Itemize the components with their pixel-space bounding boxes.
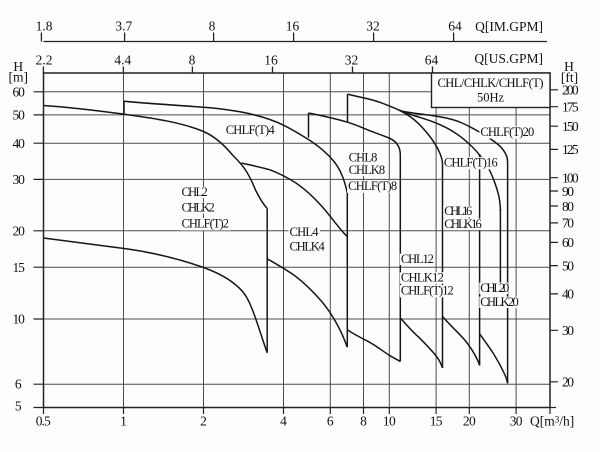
svg-text:80: 80: [562, 199, 574, 214]
svg-text:4.4: 4.4: [114, 52, 131, 67]
svg-text:64: 64: [448, 19, 462, 34]
svg-text:0.5: 0.5: [36, 414, 51, 429]
svg-text:15: 15: [430, 414, 443, 429]
svg-text:20: 20: [562, 375, 574, 390]
svg-text:CHLF(T)8: CHLF(T)8: [348, 179, 397, 193]
svg-text:6: 6: [15, 376, 22, 391]
svg-text:3.7: 3.7: [115, 19, 132, 34]
svg-text:64: 64: [425, 52, 439, 67]
svg-text:30: 30: [562, 323, 574, 338]
svg-text:4: 4: [280, 414, 287, 429]
svg-text:20: 20: [463, 414, 476, 429]
svg-text:CHLF(T)12: CHLF(T)12: [401, 284, 454, 298]
svg-text:70: 70: [562, 216, 574, 231]
svg-text:CHLK20: CHLK20: [480, 295, 519, 309]
svg-text:10: 10: [383, 414, 396, 429]
svg-text:CHL/CHLK/CHLF(T): CHL/CHLK/CHLF(T): [438, 76, 544, 90]
svg-text:60: 60: [562, 235, 574, 250]
svg-text:Q[m3/h]: Q[m3/h]: [530, 414, 574, 429]
svg-text:40: 40: [13, 136, 26, 151]
svg-text:Q[US.GPM]: Q[US.GPM]: [474, 51, 543, 66]
svg-text:50Hz: 50Hz: [477, 91, 505, 105]
svg-text:CHLF(T)16: CHLF(T)16: [444, 156, 498, 170]
svg-text:CHLK16: CHLK16: [444, 217, 482, 231]
svg-text:20: 20: [13, 223, 26, 238]
svg-text:125: 125: [562, 142, 579, 157]
svg-text:8: 8: [189, 52, 196, 67]
svg-text:CHL20: CHL20: [480, 281, 509, 295]
svg-text:100: 100: [562, 171, 579, 186]
svg-text:32: 32: [345, 52, 359, 67]
svg-text:30: 30: [13, 172, 26, 187]
svg-text:Q[IM.GPM]: Q[IM.GPM]: [475, 19, 543, 34]
svg-text:16: 16: [286, 19, 300, 34]
svg-text:CHL4: CHL4: [290, 225, 320, 239]
svg-text:150: 150: [562, 119, 579, 134]
svg-text:CHLK4: CHLK4: [290, 240, 326, 254]
svg-text:CHLF(T)20: CHLF(T)20: [480, 125, 534, 139]
svg-text:30: 30: [510, 414, 523, 429]
svg-text:CHL16: CHL16: [444, 204, 472, 218]
svg-text:CHLK2: CHLK2: [182, 201, 215, 215]
svg-text:50: 50: [13, 107, 26, 122]
svg-text:CHLK8: CHLK8: [349, 163, 386, 177]
svg-text:200: 200: [562, 83, 579, 98]
svg-text:32: 32: [366, 19, 380, 34]
svg-text:H: H: [564, 59, 574, 74]
svg-text:CHLK12: CHLK12: [401, 271, 444, 285]
svg-text:2.2: 2.2: [36, 52, 53, 67]
svg-text:90: 90: [562, 184, 574, 199]
svg-text:2: 2: [200, 414, 207, 429]
svg-text:6: 6: [327, 414, 334, 429]
svg-text:8: 8: [209, 19, 216, 34]
svg-text:1: 1: [120, 414, 127, 429]
svg-text:8: 8: [360, 414, 367, 429]
svg-text:CHL8: CHL8: [349, 151, 378, 165]
svg-text:50: 50: [562, 258, 574, 273]
svg-text:5: 5: [15, 398, 22, 413]
svg-text:1.8: 1.8: [36, 19, 53, 34]
svg-text:60: 60: [13, 85, 26, 100]
svg-text:40: 40: [562, 287, 574, 302]
svg-text:[m]: [m]: [9, 70, 29, 85]
svg-text:16: 16: [264, 52, 278, 67]
svg-text:H: H: [13, 59, 23, 74]
svg-text:10: 10: [13, 312, 26, 327]
svg-text:15: 15: [13, 260, 26, 275]
svg-text:[ft]: [ft]: [561, 70, 578, 85]
svg-text:175: 175: [562, 100, 579, 115]
svg-text:CHL2: CHL2: [182, 185, 208, 199]
svg-text:CHL12: CHL12: [401, 252, 434, 266]
svg-text:CHLF(T)4: CHLF(T)4: [226, 123, 276, 137]
svg-text:CHLF(T)2: CHLF(T)2: [182, 217, 230, 231]
